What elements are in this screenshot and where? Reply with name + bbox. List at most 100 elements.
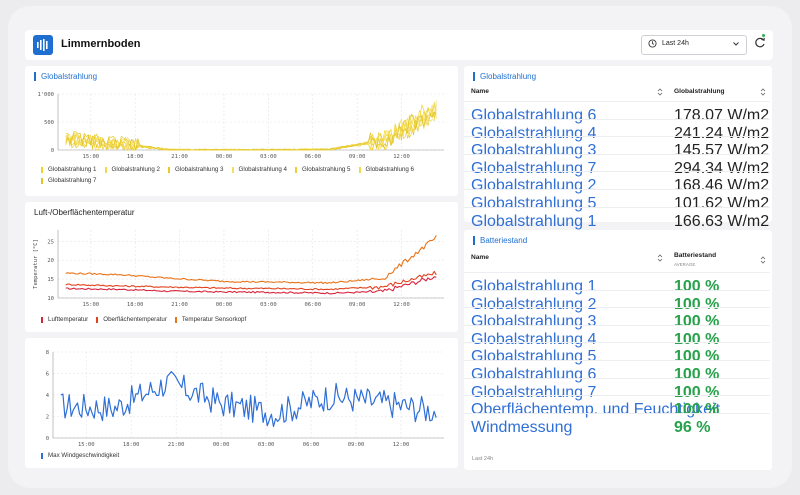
- legend-item[interactable]: Oberflächentemperatur: [96, 316, 167, 323]
- row-name-link[interactable]: Globalstrahlung 3: [471, 313, 597, 331]
- row-name-link[interactable]: Globalstrahlung 6: [471, 366, 597, 383]
- x-tick-label: 15:00: [83, 154, 100, 160]
- table-row: Oberflächentemp. und Feuchtigkeit 100 %: [464, 395, 770, 418]
- y-tick-label: 1'000: [37, 92, 54, 98]
- x-tick-label: 09:00: [348, 442, 365, 448]
- table-row: Globalstrahlung 4 100 %: [464, 324, 770, 348]
- row-name-link[interactable]: Oberflächentemp. und Feuchtigkeit: [471, 401, 721, 419]
- refresh-icon[interactable]: [753, 36, 767, 50]
- legend-item[interactable]: Globalstrahlung 7: [41, 177, 97, 184]
- legend-item[interactable]: Max Windgeschwindigkeit: [41, 452, 119, 459]
- chart-legend: Globalstrahlung 1 Globalstrahlung 2 Global…: [41, 166, 441, 184]
- x-tick-label: 09:00: [349, 302, 366, 308]
- logo-icon: [33, 35, 53, 55]
- row-value: 100 %: [674, 348, 720, 366]
- row-name-link[interactable]: Globalstrahlung 7: [471, 383, 597, 401]
- top-bar: Limmernboden Last 24h: [25, 30, 773, 60]
- table-row: Globalstrahlung 2 100 %: [464, 289, 770, 313]
- row-value: 96 %: [674, 418, 711, 436]
- row-value: 100 %: [674, 330, 720, 348]
- column-header-name[interactable]: Name: [471, 254, 489, 261]
- legend-item[interactable]: Globalstrahlung 6: [358, 166, 414, 173]
- series-line: [60, 371, 437, 428]
- temperature-chart-panel: Luft-/Oberflächentemperatur 25 20 15 10 15:0…: [25, 202, 458, 332]
- row-name-link[interactable]: Globalstrahlung 3: [471, 142, 597, 160]
- x-tick-label: 03:00: [258, 442, 275, 448]
- x-tick-label: 12:00: [393, 154, 410, 160]
- panel-title: Batteriestand: [473, 236, 527, 245]
- row-value: 145.57 W/m2: [674, 142, 770, 160]
- legend-item[interactable]: Globalstrahlung 2: [104, 166, 160, 173]
- legend-swatch: [231, 166, 234, 173]
- row-name-link[interactable]: Globalstrahlung 4: [471, 124, 597, 142]
- legend-swatch: [41, 166, 43, 173]
- legend-swatch: [174, 316, 177, 323]
- x-tick-label: 09:00: [349, 154, 366, 160]
- row-name-link[interactable]: Windmessung: [471, 418, 573, 436]
- panel-title: Globalstrahlung: [34, 72, 97, 81]
- row-name-link[interactable]: Globalstrahlung 5: [471, 195, 597, 212]
- row-name-link[interactable]: Globalstrahlung 1: [471, 278, 597, 295]
- table-row: Globalstrahlung 7 294.34 W/m2: [464, 153, 770, 177]
- row-name-link[interactable]: Globalstrahlung 1: [471, 212, 597, 230]
- legend-label: Max Windgeschwindigkeit: [48, 452, 120, 459]
- column-header-name[interactable]: Name: [471, 88, 489, 95]
- row-name-link[interactable]: Globalstrahlung 2: [471, 295, 597, 313]
- series-line: [65, 101, 437, 151]
- sort-icon[interactable]: [760, 88, 766, 96]
- y-tick-label: 8: [46, 350, 49, 356]
- x-tick-label: 03:00: [260, 302, 277, 308]
- legend-item[interactable]: Globalstrahlung 4: [231, 166, 288, 173]
- table-row: Globalstrahlung 1 100 %: [464, 272, 770, 295]
- time-range-select[interactable]: Last 24h: [641, 35, 747, 55]
- table-footer: Last 24h: [472, 456, 494, 462]
- y-tick-label: 2: [46, 415, 49, 421]
- row-value: 101.62 W/m2: [674, 195, 770, 212]
- wind-chart-panel: 8 6 4 2 0 15:00 18:00 21:00 00:00 03:00 06:00 09:00…: [25, 338, 458, 468]
- x-tick-label: 12:00: [393, 302, 410, 308]
- row-value: 100 %: [674, 313, 720, 331]
- table-row: Globalstrahlung 5 100 %: [464, 342, 770, 365]
- sort-icon[interactable]: [657, 254, 663, 262]
- legend-swatch: [295, 166, 297, 173]
- temperature-chart: 25 20 15 10 15:00 18:00 21:00 00:00 03:00 06:00 09…: [33, 230, 444, 308]
- row-name-link[interactable]: Globalstrahlung 4: [471, 330, 597, 348]
- legend-item[interactable]: Globalstrahlung 5: [295, 166, 351, 173]
- series-line: [65, 270, 437, 291]
- globalstrahlung-chart: 1'000 500 0 15:00 18:00 21:00 00:00 03:00 06:00 0…: [37, 92, 444, 160]
- batteriestand-table-panel: Batteriestand Name Batteriestand AVERAGE…: [464, 230, 772, 470]
- legend-item[interactable]: Lufttemperatur: [41, 316, 88, 323]
- row-name-link[interactable]: Globalstrahlung 7: [471, 159, 597, 177]
- legend-label: Globalstrahlung 7: [48, 177, 97, 184]
- globalstrahlung-chart-panel: Globalstrahlung 1'000 500 0 15:00 18:00 21:00…: [25, 66, 458, 196]
- legend-item[interactable]: Temperatur Sensorkopf: [174, 316, 246, 323]
- x-tick-label: 18:00: [127, 154, 144, 160]
- row-name-link[interactable]: Globalstrahlung 5: [471, 348, 597, 366]
- column-header-value[interactable]: Batteriestand: [674, 252, 717, 259]
- x-tick-label: 00:00: [216, 154, 233, 160]
- legend-swatch: [41, 452, 43, 459]
- legend-item[interactable]: Globalstrahlung 1: [41, 166, 97, 173]
- sort-icon[interactable]: [760, 256, 766, 264]
- row-value: 241.24 W/m2: [674, 124, 770, 142]
- legend-label: Globalstrahlung 4: [238, 166, 288, 173]
- row-value: 294.34 W/m2: [674, 159, 770, 177]
- sort-icon[interactable]: [657, 88, 663, 96]
- legend-swatch: [168, 166, 170, 173]
- column-header-value[interactable]: Globalstrahlung: [674, 88, 725, 95]
- wind-chart: 8 6 4 2 0 15:00 18:00 21:00 00:00 03:00 06:00 09:00…: [46, 350, 444, 448]
- x-tick-label: 21:00: [171, 154, 188, 160]
- series-line: [65, 104, 437, 151]
- series-line: [65, 111, 437, 151]
- legend-swatch: [96, 316, 99, 323]
- row-value: 168.46 W/m2: [674, 177, 770, 195]
- row-value: 100 %: [674, 366, 720, 383]
- chart-legend: Lufttemperatur Oberflächentemperatur Tempe…: [41, 316, 441, 323]
- column-subheader: AVERAGE: [674, 262, 696, 267]
- row-name-link[interactable]: Globalstrahlung 2: [471, 177, 597, 195]
- legend-item[interactable]: Globalstrahlung 3: [168, 166, 224, 173]
- row-name-link[interactable]: Globalstrahlung 6: [471, 107, 597, 124]
- series-line: [65, 104, 437, 151]
- table-row: Globalstrahlung 5 101.62 W/m2: [464, 189, 770, 212]
- table-row: Globalstrahlung 4 241.24 W/m2: [464, 118, 770, 142]
